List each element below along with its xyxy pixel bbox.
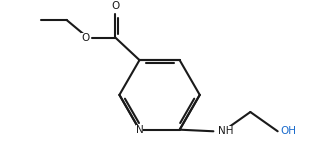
Text: O: O	[81, 33, 90, 43]
Text: NH: NH	[217, 126, 233, 136]
Text: N: N	[135, 125, 143, 135]
Text: OH: OH	[280, 126, 296, 136]
Text: O: O	[111, 1, 120, 11]
